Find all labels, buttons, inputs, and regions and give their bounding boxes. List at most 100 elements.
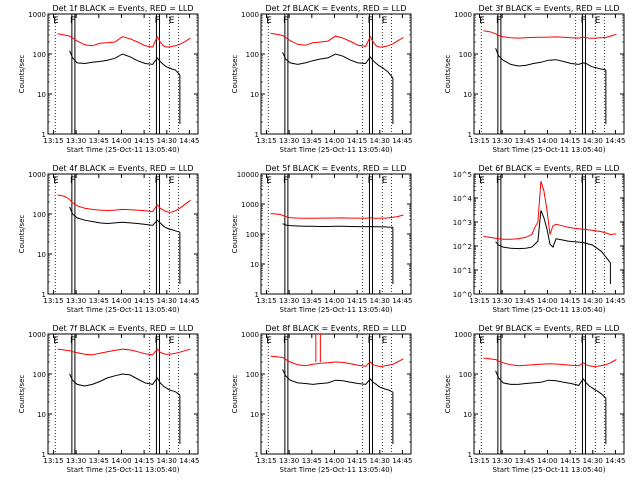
x-tick-label: 13:30 bbox=[66, 457, 86, 465]
chart-title: Det 2f BLACK = Events, RED = LLD bbox=[265, 4, 406, 13]
y-axis-label: Counts/sec bbox=[444, 375, 452, 414]
plot-frame bbox=[260, 333, 412, 455]
period-marker: E bbox=[266, 336, 272, 346]
x-tick-label: 13:45 bbox=[302, 457, 322, 465]
x-tick-label: 14:00 bbox=[111, 297, 131, 305]
x-tick-label: 14:30 bbox=[370, 457, 390, 465]
x-tick-label: 13:15 bbox=[469, 297, 489, 305]
y-tick-label: 10 bbox=[37, 91, 46, 99]
x-tick-label: 14:15 bbox=[560, 297, 580, 305]
x-tick-label: 14:30 bbox=[157, 137, 177, 145]
y-tick-label: 1 bbox=[42, 131, 46, 139]
y-tick-label: 10 bbox=[250, 91, 259, 99]
chart-title: Det 9f BLACK = Events, RED = LLD bbox=[478, 324, 619, 333]
y-axis-label: Counts/sec bbox=[18, 55, 26, 94]
y-tick-label: 1 bbox=[255, 131, 259, 139]
x-tick-label: 13:15 bbox=[43, 457, 63, 465]
plot-frame bbox=[260, 173, 412, 295]
y-axis-label: Counts/sec bbox=[231, 215, 239, 254]
plot-frame bbox=[47, 13, 199, 135]
x-tick-label: 13:30 bbox=[492, 137, 512, 145]
x-tick-label: 14:15 bbox=[347, 457, 367, 465]
lld-series-line bbox=[57, 194, 191, 213]
period-marker: F bbox=[70, 16, 75, 26]
period-marker: E bbox=[266, 176, 272, 186]
x-axis-label: Start Time (25-Oct-11 13:05:40) bbox=[493, 306, 606, 314]
period-marker: F bbox=[368, 336, 373, 346]
period-marker: F bbox=[496, 336, 501, 346]
chart-panel-3: Det 3f BLACK = Events, RED = LLD 1 10 100 10… bbox=[444, 4, 626, 154]
x-tick-label: 14:30 bbox=[370, 137, 390, 145]
period-marker: E bbox=[595, 336, 601, 346]
x-tick-label: 14:45 bbox=[179, 297, 199, 305]
x-tick-label: 14:15 bbox=[347, 297, 367, 305]
y-tick-label: 1 bbox=[468, 131, 472, 139]
lld-series-line bbox=[483, 181, 617, 240]
period-marker: E bbox=[53, 16, 59, 26]
events-series-line bbox=[495, 48, 606, 71]
x-tick-label: 13:15 bbox=[256, 137, 276, 145]
y-tick-label: 100 bbox=[246, 371, 259, 379]
period-marker: F bbox=[283, 336, 288, 346]
period-marker: F bbox=[283, 16, 288, 26]
plot-frame bbox=[473, 333, 625, 455]
events-series-line bbox=[282, 223, 393, 228]
y-tick-label: 1000 bbox=[28, 171, 46, 179]
period-marker: F bbox=[155, 176, 160, 186]
x-tick-label: 14:00 bbox=[111, 457, 131, 465]
y-axis-label: Counts/sec bbox=[18, 215, 26, 254]
chart-panel-2: Det 2f BLACK = Events, RED = LLD 1 10 100 10… bbox=[231, 4, 413, 154]
x-tick-label: 14:15 bbox=[134, 457, 154, 465]
x-tick-label: 14:00 bbox=[537, 137, 557, 145]
period-marker: F bbox=[496, 176, 501, 186]
x-tick-label: 14:00 bbox=[111, 137, 131, 145]
chart-panel-9: Det 9f BLACK = Events, RED = LLD 1 10 100 10… bbox=[444, 324, 626, 474]
x-tick-label: 14:15 bbox=[134, 297, 154, 305]
events-series-line bbox=[69, 206, 181, 233]
chart-title: Det 6f BLACK = Events, RED = LLD bbox=[478, 164, 619, 173]
x-tick-label: 13:45 bbox=[89, 297, 109, 305]
lld-series-line bbox=[483, 357, 617, 367]
lld-series-line bbox=[270, 213, 404, 219]
x-tick-label: 14:15 bbox=[347, 137, 367, 145]
x-tick-label: 13:30 bbox=[492, 457, 512, 465]
y-tick-label: 1000 bbox=[28, 11, 46, 19]
x-axis-label: Start Time (25-Oct-11 13:05:40) bbox=[67, 466, 180, 474]
x-tick-label: 14:45 bbox=[392, 457, 412, 465]
period-marker: F bbox=[70, 336, 75, 346]
chart-panel-5: Det 5f BLACK = Events, RED = LLD 1 10 100 10… bbox=[231, 164, 413, 314]
lld-series-line bbox=[270, 32, 404, 48]
y-tick-label: 10^2 bbox=[453, 243, 472, 251]
x-tick-label: 14:00 bbox=[537, 297, 557, 305]
x-tick-label: 13:15 bbox=[469, 137, 489, 145]
x-tick-label: 14:45 bbox=[605, 457, 625, 465]
x-tick-label: 13:30 bbox=[492, 297, 512, 305]
y-tick-label: 10^0 bbox=[453, 291, 472, 299]
x-tick-label: 13:15 bbox=[43, 297, 63, 305]
period-marker: E bbox=[382, 176, 388, 186]
x-tick-label: 14:30 bbox=[370, 297, 390, 305]
period-marker: E bbox=[169, 336, 175, 346]
period-marker: F bbox=[155, 336, 160, 346]
x-tick-label: 14:00 bbox=[324, 297, 344, 305]
x-tick-label: 14:45 bbox=[392, 137, 412, 145]
x-tick-label: 14:45 bbox=[605, 137, 625, 145]
y-tick-label: 1000 bbox=[28, 331, 46, 339]
x-axis-label: Start Time (25-Oct-11 13:05:40) bbox=[280, 466, 393, 474]
x-tick-label: 13:45 bbox=[302, 137, 322, 145]
x-tick-label: 14:45 bbox=[179, 137, 199, 145]
y-tick-label: 100 bbox=[459, 51, 472, 59]
plot-frame bbox=[473, 13, 625, 135]
y-tick-label: 100 bbox=[33, 211, 46, 219]
chart-title: Det 7f BLACK = Events, RED = LLD bbox=[52, 324, 193, 333]
y-tick-label: 1000 bbox=[241, 331, 259, 339]
events-series-line bbox=[282, 369, 394, 393]
x-tick-label: 14:30 bbox=[157, 297, 177, 305]
y-tick-label: 100 bbox=[33, 51, 46, 59]
